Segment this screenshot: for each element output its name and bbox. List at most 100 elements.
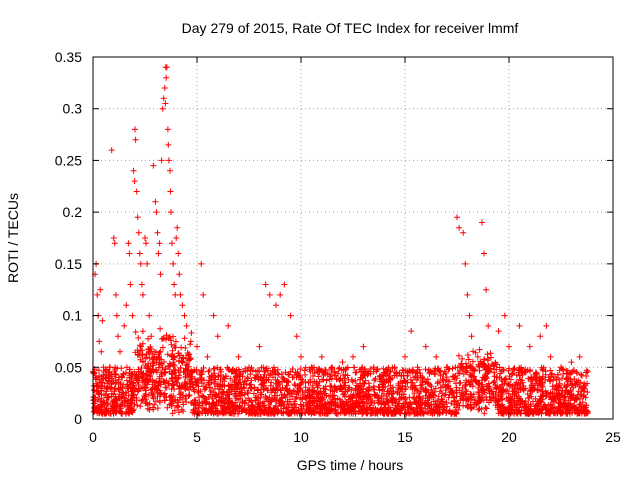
dense-point [146, 346, 152, 353]
dense-point [411, 374, 418, 381]
dense-point [338, 366, 345, 373]
dense-point [118, 365, 125, 372]
data-point [115, 333, 121, 340]
dense-point [297, 366, 304, 372]
dense-point [523, 409, 530, 416]
dense-point [532, 371, 539, 378]
dense-point [417, 370, 424, 377]
dense-point [173, 375, 180, 382]
dense-point [137, 342, 143, 349]
dense-point [342, 405, 349, 412]
dense-point [462, 383, 468, 389]
dense-point [277, 387, 284, 394]
dense-point [263, 385, 270, 392]
dense-point [439, 376, 446, 383]
dense-point [420, 386, 427, 393]
dense-point [460, 371, 467, 378]
plot-frame [92, 56, 614, 420]
dense-point [429, 410, 436, 417]
data-point [177, 291, 184, 298]
dense-point [249, 402, 256, 409]
dense-point [108, 390, 115, 397]
data-point [277, 291, 284, 298]
dense-point [298, 379, 305, 386]
dense-point [443, 409, 449, 415]
data-point [138, 281, 145, 288]
data-point [235, 353, 242, 360]
dense-point [527, 378, 534, 385]
dense-point [496, 364, 503, 371]
dense-point [210, 403, 217, 410]
data-point [163, 74, 170, 81]
dense-point [408, 379, 415, 386]
dense-point [392, 398, 399, 405]
dense-point [549, 370, 555, 377]
data-point [167, 167, 173, 174]
y-tick-label: 0.05 [55, 359, 82, 375]
dense-point [346, 410, 353, 417]
dense-point [519, 368, 526, 375]
data-point [214, 333, 221, 340]
dense-point [214, 408, 221, 415]
dense-point [381, 400, 388, 407]
dense-point [335, 370, 342, 377]
data-point [96, 338, 103, 345]
data-point [157, 271, 164, 278]
dense-point [401, 378, 408, 385]
data-point [501, 312, 508, 319]
data-point [154, 229, 161, 236]
dense-point [507, 396, 514, 403]
dense-point [161, 390, 168, 397]
dense-point [104, 394, 111, 401]
dense-point [103, 371, 110, 378]
dense-point [169, 347, 176, 354]
dense-point [536, 374, 543, 381]
data-point [433, 353, 440, 360]
data-point [136, 250, 143, 257]
dense-point [130, 407, 136, 414]
dense-point [180, 355, 187, 362]
dense-point [465, 397, 472, 404]
dense-point [126, 404, 133, 411]
dense-point [419, 379, 426, 386]
dense-point [446, 378, 453, 385]
dense-point [409, 369, 416, 376]
data-point [422, 343, 429, 350]
dense-point [402, 367, 409, 374]
data-point [308, 364, 315, 371]
dense-point [245, 375, 252, 382]
dense-point [467, 405, 474, 412]
dense-point [175, 409, 182, 416]
dense-point [201, 394, 208, 401]
dense-point [417, 410, 424, 417]
dense-point [314, 380, 321, 387]
data-point [526, 343, 533, 350]
y-tick-label: 0.25 [55, 152, 82, 168]
dense-point [539, 380, 546, 387]
data-point [466, 312, 473, 319]
dense-point [315, 397, 321, 404]
grid-lines [93, 57, 613, 419]
dense-point [482, 366, 489, 373]
data-point [547, 353, 554, 360]
dense-point [283, 379, 290, 386]
dense-point [222, 403, 229, 410]
dense-point [151, 386, 158, 392]
dense-point [166, 380, 172, 387]
data-point [152, 198, 159, 205]
dense-point [170, 381, 177, 388]
dense-point [298, 376, 304, 382]
dense-point [482, 373, 489, 379]
data-point [173, 235, 180, 241]
dense-point [572, 404, 579, 411]
dense-point [180, 408, 187, 415]
dense-point [535, 403, 542, 410]
dense-point [278, 391, 285, 398]
dense-point [279, 378, 286, 385]
dense-point [579, 399, 586, 406]
dense-point [101, 400, 108, 407]
dense-point [558, 409, 565, 416]
dense-point [268, 379, 275, 386]
data-point [148, 333, 155, 340]
data-point [111, 240, 118, 247]
